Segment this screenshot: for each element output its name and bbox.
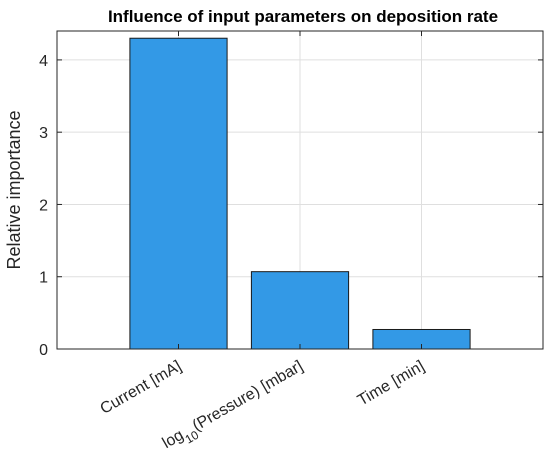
bar (129, 37, 228, 350)
y-tick-label: 2 (39, 197, 48, 214)
chart-title: Influence of input parameters on deposit… (108, 7, 498, 26)
y-tick-label: 1 (39, 270, 48, 287)
y-tick-label: 0 (39, 342, 48, 359)
y-tick-label: 3 (39, 125, 48, 142)
y-axis-label: Relative importance (4, 110, 24, 269)
x-tick-label: Current [mA] (97, 358, 184, 418)
x-tick-label: Time [min] (355, 358, 428, 410)
y-tick-label: 4 (39, 53, 48, 70)
bars (129, 37, 471, 350)
bar (250, 271, 350, 350)
axes (56, 30, 544, 350)
